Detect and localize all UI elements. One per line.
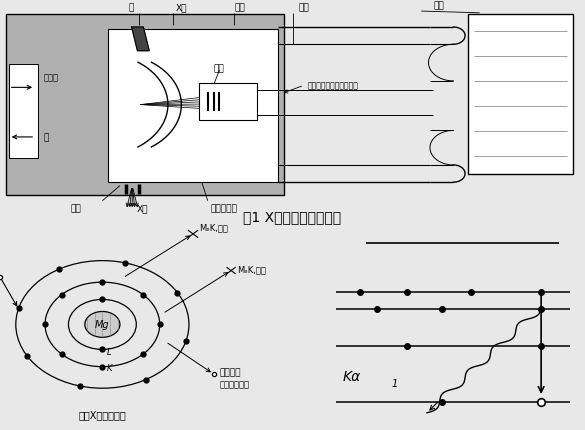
Text: 真空: 真空	[235, 3, 245, 12]
Text: 标识X射线的产生: 标识X射线的产生	[78, 409, 126, 419]
Bar	[9, 64, 38, 159]
Text: 图1 X射线管剖面示意图: 图1 X射线管剖面示意图	[243, 210, 342, 224]
Text: 接灯丝变压器及高压电源: 接灯丝变压器及高压电源	[307, 82, 358, 90]
Text: （真由电子）: （真由电子）	[219, 379, 249, 388]
Text: 铜: 铜	[129, 3, 135, 12]
Text: Kα: Kα	[342, 369, 360, 383]
Text: 冷却水: 冷却水	[44, 73, 59, 82]
Text: 钨丝: 钨丝	[299, 3, 309, 12]
Text: 二次电子: 二次电子	[219, 368, 241, 376]
Text: K: K	[107, 363, 112, 372]
Bar	[468, 15, 573, 174]
Text: MₑK,光子: MₑK,光子	[237, 265, 266, 274]
Text: 金属聚焦罩: 金属聚焦罩	[211, 204, 238, 213]
Circle shape	[85, 312, 120, 338]
Text: X光: X光	[136, 204, 148, 213]
Text: 铍窗: 铍窗	[71, 203, 81, 212]
Text: MₑK,光子: MₑK,光子	[199, 223, 228, 232]
Text: Mg: Mg	[95, 319, 110, 330]
Text: 电子: 电子	[214, 64, 224, 73]
Text: X光: X光	[176, 3, 187, 12]
Text: 1: 1	[392, 378, 398, 388]
Text: L: L	[107, 347, 112, 356]
Bar	[199, 84, 257, 120]
Text: 靶: 靶	[44, 133, 49, 142]
Bar	[108, 30, 278, 183]
Polygon shape	[132, 28, 149, 52]
Bar	[6, 15, 284, 196]
Text: 玻璃: 玻璃	[433, 2, 444, 11]
